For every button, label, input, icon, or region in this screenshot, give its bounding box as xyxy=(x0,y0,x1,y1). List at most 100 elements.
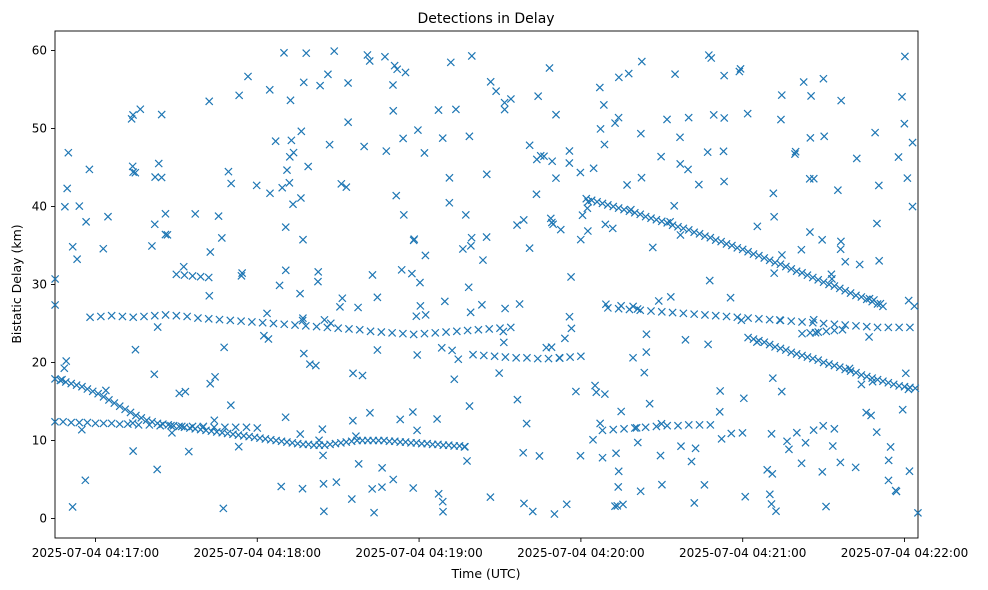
data-point xyxy=(448,346,457,355)
data-point xyxy=(633,304,642,313)
data-point xyxy=(837,96,846,105)
data-point xyxy=(637,57,646,66)
data-point xyxy=(716,386,725,395)
data-point xyxy=(243,72,253,81)
data-point xyxy=(707,54,716,63)
data-point xyxy=(814,275,823,284)
data-point xyxy=(96,312,105,321)
data-point xyxy=(666,292,675,301)
data-point xyxy=(446,58,455,67)
data-point xyxy=(378,463,387,472)
data-point xyxy=(908,202,917,211)
data-point xyxy=(744,247,753,256)
data-point xyxy=(695,420,704,429)
data-point xyxy=(433,414,442,424)
data-point xyxy=(719,147,728,156)
data-point xyxy=(298,235,308,244)
data-point xyxy=(177,422,186,431)
data-point xyxy=(265,189,275,198)
data-point xyxy=(215,315,224,324)
data-point xyxy=(57,375,66,384)
data-point xyxy=(819,421,828,430)
data-point xyxy=(512,353,521,362)
data-point xyxy=(131,345,140,354)
x-axis-label: Time (UTC) xyxy=(450,566,520,581)
data-point xyxy=(549,220,558,229)
data-point xyxy=(603,200,612,209)
data-marks xyxy=(50,47,922,519)
data-point xyxy=(157,173,166,182)
data-point xyxy=(690,228,699,237)
data-point xyxy=(467,51,476,60)
data-point xyxy=(601,300,610,309)
data-point xyxy=(584,197,593,206)
data-point xyxy=(656,451,665,460)
data-point xyxy=(302,49,311,58)
data-point xyxy=(851,291,860,300)
data-point xyxy=(797,245,806,254)
data-point xyxy=(565,146,574,156)
data-point xyxy=(641,423,650,432)
data-point xyxy=(206,379,215,388)
data-point xyxy=(438,497,447,506)
data-point xyxy=(865,332,874,341)
data-point xyxy=(835,363,844,372)
data-point xyxy=(803,271,812,280)
data-point xyxy=(101,386,110,395)
data-point xyxy=(876,299,885,308)
data-point xyxy=(673,222,683,231)
data-point xyxy=(576,352,585,361)
data-point xyxy=(522,353,531,362)
data-point xyxy=(312,322,321,331)
data-point xyxy=(67,379,76,388)
data-point xyxy=(355,325,364,334)
data-point xyxy=(598,426,607,435)
data-point xyxy=(555,354,564,363)
data-point xyxy=(814,356,823,365)
data-point xyxy=(542,343,551,352)
data-point xyxy=(253,423,262,433)
data-point xyxy=(626,205,635,214)
data-point xyxy=(775,316,784,325)
data-point xyxy=(150,311,159,320)
y-tick-label: 30 xyxy=(32,278,47,292)
data-point xyxy=(636,129,645,138)
data-point xyxy=(652,422,661,431)
x-tick-label: 2025-07-04 04:22:00 xyxy=(841,546,968,560)
data-point xyxy=(500,98,509,107)
data-point xyxy=(278,183,287,192)
data-point xyxy=(738,245,747,254)
data-point xyxy=(673,421,683,430)
data-point xyxy=(368,270,377,279)
data-point xyxy=(791,147,800,156)
data-point xyxy=(822,502,831,511)
data-point xyxy=(465,402,474,411)
data-point xyxy=(388,328,397,337)
data-point xyxy=(226,401,235,410)
data-point xyxy=(211,372,220,381)
data-point xyxy=(754,314,763,323)
data-point xyxy=(344,78,353,88)
data-point xyxy=(467,233,476,242)
data-point xyxy=(434,106,443,115)
data-point xyxy=(227,179,236,188)
data-point xyxy=(351,432,360,441)
data-point xyxy=(771,342,780,351)
data-point xyxy=(450,375,459,384)
data-point xyxy=(316,81,325,90)
data-point xyxy=(787,348,796,357)
data-point xyxy=(421,310,430,319)
data-point xyxy=(60,364,69,373)
data-point xyxy=(654,296,663,306)
data-point xyxy=(269,319,278,328)
data-point xyxy=(841,257,850,266)
data-point xyxy=(792,349,801,358)
y-tick-label: 60 xyxy=(32,44,47,58)
data-point xyxy=(727,429,736,438)
data-point xyxy=(798,317,807,326)
data-point xyxy=(613,501,622,510)
data-point xyxy=(288,200,298,209)
data-point xyxy=(679,309,688,318)
data-point xyxy=(703,148,712,157)
